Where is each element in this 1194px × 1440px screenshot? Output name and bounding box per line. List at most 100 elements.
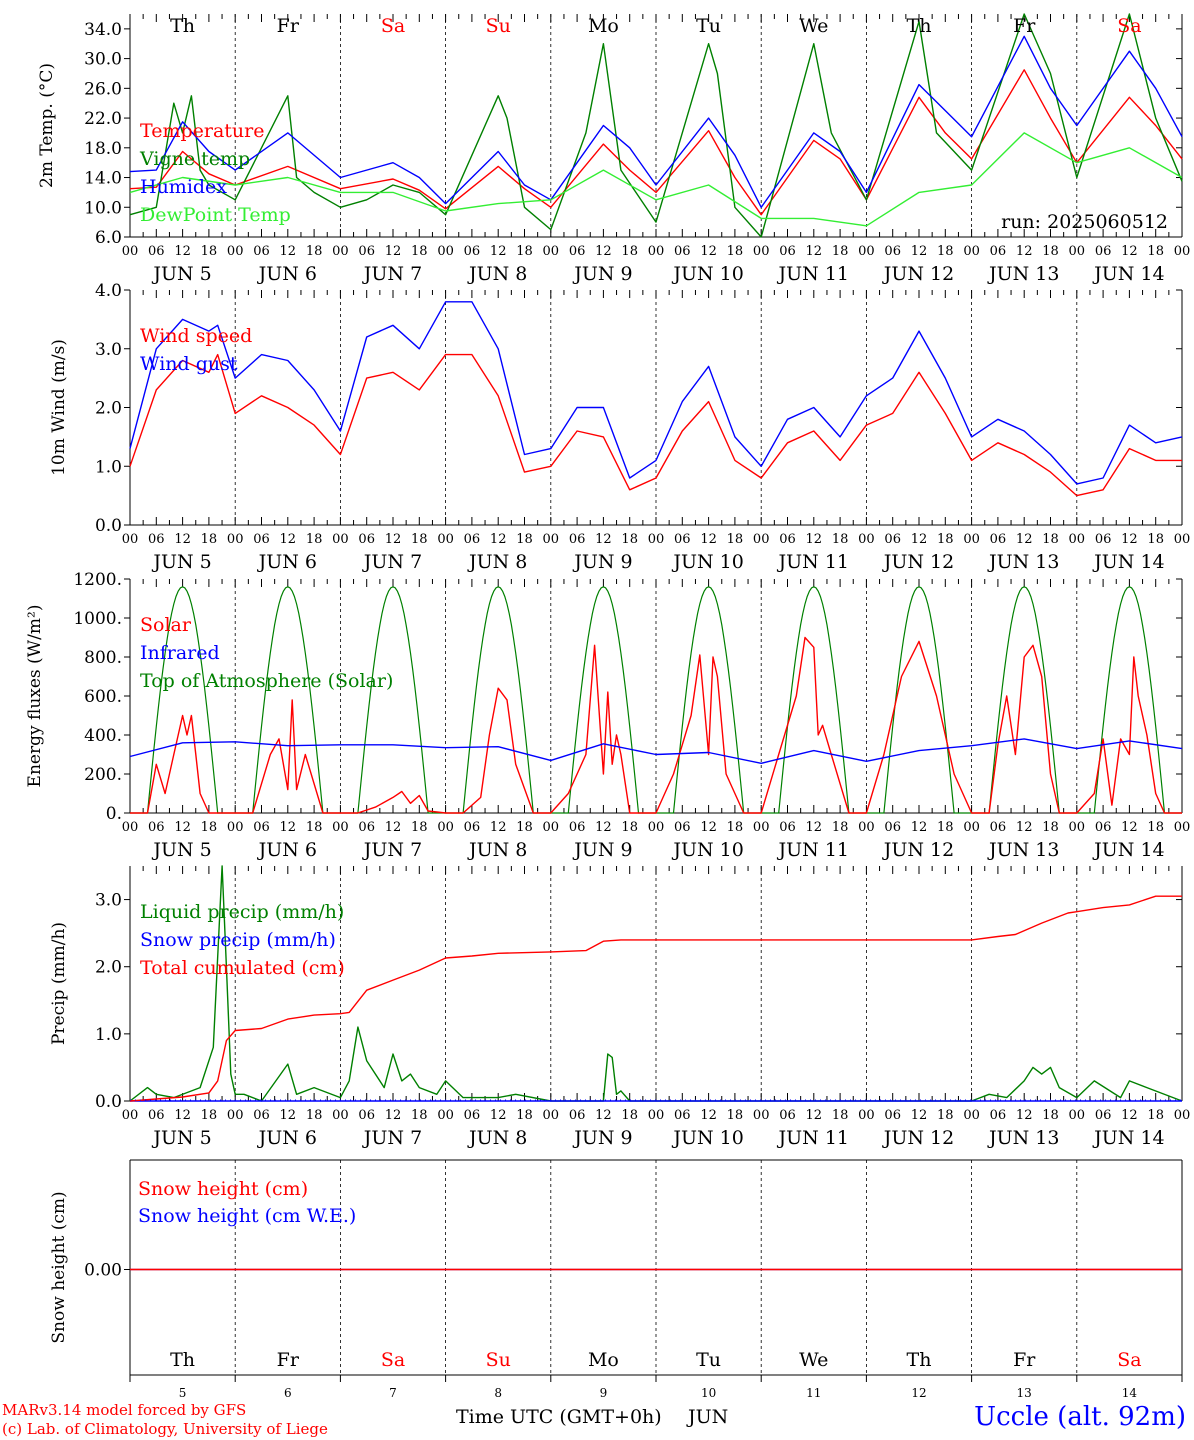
y-tick-label: 1000. [73,609,122,629]
series-line [129,895,1182,1102]
hour-label: 00 [543,1108,560,1123]
hour-label: 12 [385,820,402,835]
hour-label: 12 [911,244,928,259]
hour-label: 00 [1174,820,1191,835]
hour-label: 12 [1121,532,1138,547]
day-name: Th [170,1349,195,1371]
hour-label: 12 [174,820,191,835]
day-name: Sa [381,15,405,37]
hour-label: 18 [201,244,218,259]
hour-label: 00 [753,244,770,259]
y-tick-label: 1.0 [95,1025,122,1045]
hour-label: 06 [148,1108,165,1123]
legend-entry: Solar [140,614,192,636]
hour-label: 00 [227,820,244,835]
hour-label: 06 [569,532,586,547]
hour-label: 00 [437,532,454,547]
hour-label: 18 [306,820,323,835]
hour-label: 00 [1174,532,1191,547]
hour-label: 18 [306,244,323,259]
date-label: JUN 9 [572,839,632,861]
hour-label: 06 [674,244,691,259]
hour-label: 18 [832,1108,849,1123]
footer-credit-text: (c) Lab. of Climatology, University of L… [2,1420,328,1438]
hour-label: 12 [700,1108,717,1123]
hour-label: 18 [411,1108,428,1123]
hour-label: 18 [201,532,218,547]
hour-label: 06 [148,532,165,547]
hour-label: 00 [858,1108,875,1123]
y-tick-label: 10.0 [84,198,122,218]
hour-label: 12 [490,820,507,835]
hour-label: 12 [806,820,823,835]
hour-label: 12 [1016,244,1033,259]
hour-label: 00 [122,244,139,259]
hour-label: 00 [332,820,349,835]
hour-label: 18 [727,244,744,259]
y-tick-label: 800. [84,648,122,668]
day-number: 7 [389,1386,397,1400]
date-label: JUN 14 [1092,263,1164,285]
legend-entry: Vigne temp [139,148,250,170]
hour-label: 12 [385,244,402,259]
hour-label: 06 [990,532,1007,547]
hour-label: 12 [490,244,507,259]
hour-label: 06 [779,244,796,259]
hour-label: 12 [174,1108,191,1123]
y-tick-label: 4.0 [95,281,122,301]
footer-model-text: MARv3.14 model forced by GFS [2,1401,247,1419]
date-label: JUN 10 [671,551,743,573]
date-label: JUN 8 [467,839,527,861]
hour-label: 00 [543,532,560,547]
series-line [129,301,1183,485]
hour-label: 00 [332,532,349,547]
hour-label: 18 [516,1108,533,1123]
day-name: Mo [588,1349,619,1371]
hour-label: 12 [1121,820,1138,835]
hour-label: 06 [358,532,375,547]
hour-label: 00 [1174,1108,1191,1123]
date-label: JUN 11 [777,839,849,861]
x-axis-month: JUN [688,1406,729,1428]
day-number: 9 [600,1386,608,1400]
date-label: JUN 6 [257,551,317,573]
y-tick-label: 3.0 [95,340,122,360]
y-tick-label: 200. [84,765,122,785]
hour-label: 12 [911,820,928,835]
date-label: JUN 10 [671,839,743,861]
hour-label: 18 [516,532,533,547]
hour-label: 18 [1042,532,1059,547]
hour-label: 00 [1069,820,1086,835]
hour-label: 06 [1095,532,1112,547]
hour-label: 06 [148,820,165,835]
hour-label: 06 [884,532,901,547]
hour-label: 18 [306,1108,323,1123]
day-name: Th [907,15,932,37]
hour-label: 12 [385,1108,402,1123]
hour-label: 00 [1069,244,1086,259]
hour-label: 12 [595,532,612,547]
date-label: JUN 13 [987,263,1059,285]
date-label: JUN 10 [671,263,743,285]
hour-label: 18 [1042,820,1059,835]
day-number: 13 [1017,1386,1032,1400]
hour-label: 00 [963,1108,980,1123]
hour-label: 00 [648,532,665,547]
date-label: JUN 7 [362,551,422,573]
hour-label: 18 [1042,1108,1059,1123]
hour-label: 18 [621,532,638,547]
y-tick-label: 600. [84,687,122,707]
station-label: Uccle (alt. 92m) [974,1402,1186,1432]
date-label: JUN 14 [1092,551,1164,573]
hour-label: 06 [464,532,481,547]
y-axis-label: Snow height (cm) [49,1191,69,1343]
date-label: JUN 11 [777,551,849,573]
hour-label: 06 [253,244,270,259]
hour-label: 06 [779,532,796,547]
day-name: Sa [1117,15,1141,37]
series-line [129,865,1183,1102]
hour-label: 06 [884,1108,901,1123]
hour-label: 06 [569,244,586,259]
y-tick-label: 400. [84,726,122,746]
